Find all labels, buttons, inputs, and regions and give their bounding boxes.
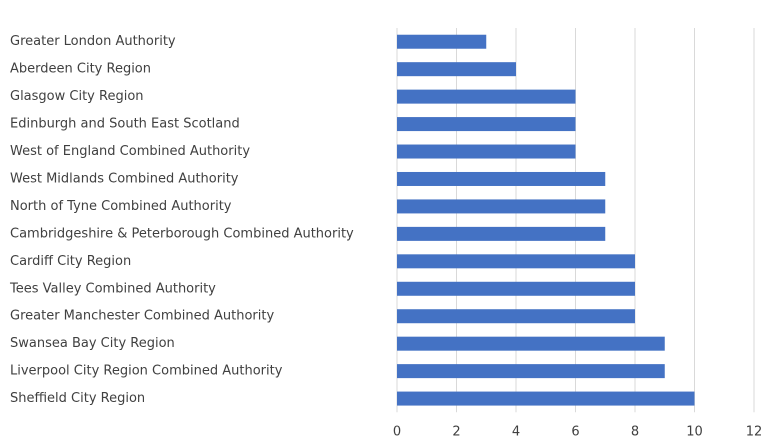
bar [397, 117, 576, 132]
bar [397, 199, 606, 214]
x-tick-label: 12 [746, 425, 763, 439]
y-tick-label: Tees Valley Combined Authority [9, 281, 216, 296]
bar [397, 281, 635, 296]
y-tick-label: Greater London Authority [10, 34, 176, 49]
bar [397, 62, 516, 77]
y-tick-label: Cambridgeshire & Peterborough Combined A… [10, 226, 354, 241]
x-tick-label: 6 [571, 425, 579, 439]
bar [397, 254, 635, 269]
y-tick-label: Cardiff City Region [10, 254, 131, 269]
x-tick-label: 4 [512, 425, 520, 439]
bar [397, 309, 635, 324]
x-tick-label: 8 [631, 425, 639, 439]
bar [397, 171, 606, 186]
x-tick-label: 10 [686, 425, 703, 439]
x-tick-label: 0 [393, 425, 401, 439]
bar [397, 34, 487, 49]
bar [397, 391, 695, 406]
y-tick-label: West Midlands Combined Authority [10, 171, 239, 186]
y-tick-label: Aberdeen City Region [10, 62, 151, 77]
y-tick-label: Edinburgh and South East Scotland [10, 117, 240, 132]
bar [397, 144, 576, 159]
y-tick-label: West of England Combined Authority [10, 144, 250, 159]
bar [397, 336, 665, 351]
y-tick-label: Greater Manchester Combined Authority [10, 309, 274, 324]
y-tick-label: Liverpool City Region Combined Authority [10, 364, 283, 379]
bar [397, 226, 606, 241]
bar [397, 89, 576, 104]
y-tick-label: Sheffield City Region [10, 391, 145, 406]
x-tick-label: 2 [452, 425, 460, 439]
y-tick-label: North of Tyne Combined Authority [10, 199, 232, 214]
y-tick-label: Swansea Bay City Region [10, 336, 175, 351]
y-tick-label: Glasgow City Region [10, 89, 144, 104]
bar [397, 364, 665, 379]
